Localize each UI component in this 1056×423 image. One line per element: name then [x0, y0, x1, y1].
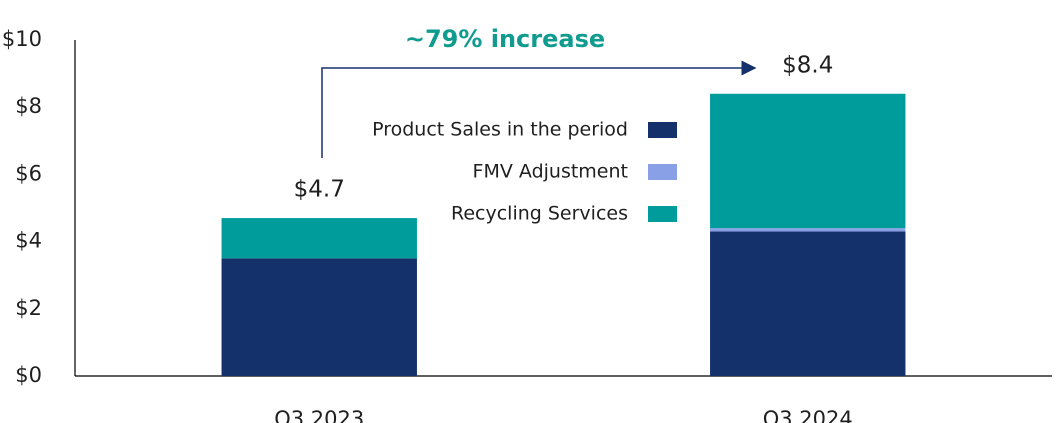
y-tick-label: $2 [15, 296, 42, 320]
total-label: $4.7 [294, 177, 345, 203]
bar-segment [710, 231, 906, 376]
legend-label: Recycling Services [451, 203, 628, 225]
bar-segment [221, 218, 417, 259]
x-tick-label: Q3 2024 [763, 407, 853, 423]
y-tick-label: $4 [15, 229, 42, 253]
x-tick-label: Q3 2023 [274, 407, 364, 423]
legend-label: Product Sales in the period [372, 119, 628, 141]
annotation: ~79% increase [405, 25, 605, 53]
y-tick-label: $6 [15, 161, 42, 185]
legend-swatch [648, 122, 677, 138]
y-tick-label: $10 [2, 27, 42, 51]
bar-segment [710, 93, 906, 229]
total-label: $8.4 [782, 52, 833, 78]
increase-arrow [321, 60, 757, 158]
legend-swatch [648, 206, 677, 222]
bar-segment [221, 258, 417, 376]
legend-label: FMV Adjustment [473, 161, 628, 183]
bar-segment [710, 228, 906, 232]
legend-swatch [648, 164, 677, 180]
y-tick-label: $8 [15, 94, 42, 118]
y-tick-label: $0 [15, 363, 42, 387]
